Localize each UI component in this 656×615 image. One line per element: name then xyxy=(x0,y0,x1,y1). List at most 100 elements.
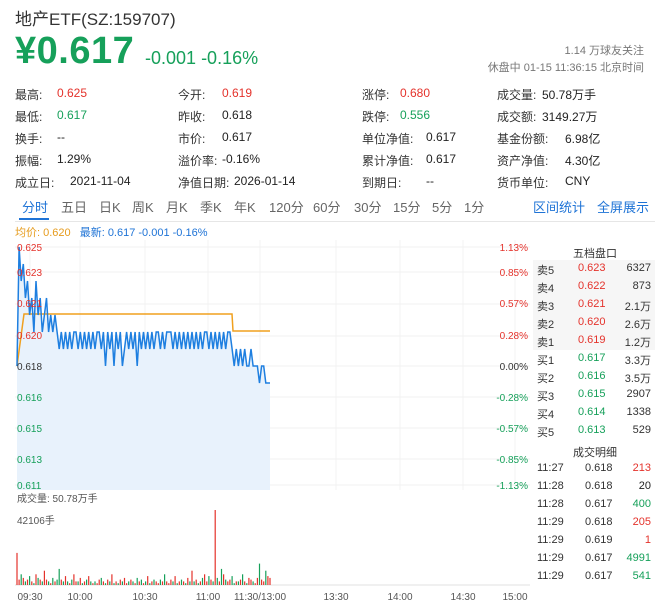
quote-value: 0.680 xyxy=(400,86,431,100)
order-level-label: 卖3 xyxy=(537,301,555,313)
trade-price: 0.618 xyxy=(585,480,613,492)
quote-value: 2021-11-04 xyxy=(70,174,131,188)
tab-period-12[interactable]: 1分 xyxy=(464,200,485,215)
order-book-row: 买3 0.615 2907 xyxy=(533,386,655,404)
quote-value: 50.78万手 xyxy=(542,88,597,102)
tab-period-10[interactable]: 15分 xyxy=(393,200,421,215)
order-level-volume: 873 xyxy=(632,280,651,292)
order-book-row: 卖5 0.623 6327 xyxy=(533,260,655,278)
pct-tick-label: -0.85% xyxy=(496,455,528,466)
quote-label: 单位净值: xyxy=(362,132,414,146)
range-stats-link[interactable]: 区间统计 xyxy=(533,200,586,215)
quote-value: -- xyxy=(426,174,434,188)
tab-period-4[interactable]: 月K xyxy=(166,200,188,215)
x-tick-label: 14:30 xyxy=(450,592,475,603)
order-level-label: 买3 xyxy=(537,391,555,403)
quote-value: 1.29% xyxy=(57,152,92,166)
market-status: 休盘中 01-15 11:36:15 北京时间 xyxy=(487,62,644,74)
tab-period-2[interactable]: 日K xyxy=(99,200,121,215)
trade-row: 11:29 0.617 4991 xyxy=(533,550,655,568)
trade-row: 11:28 0.617 400 xyxy=(533,496,655,514)
current-price: ¥0.617 xyxy=(15,30,135,72)
y-tick-label: 0.623 xyxy=(17,268,42,279)
quote-label: 振幅: xyxy=(15,154,43,168)
x-tick-label: 09:30 xyxy=(17,592,42,603)
quote-value: 0.617 xyxy=(222,130,253,144)
quote-label: 累计净值: xyxy=(362,154,414,168)
pct-tick-label: 0.85% xyxy=(500,268,528,279)
quote-value: 3149.27万 xyxy=(542,110,598,124)
quote-value: 4.30亿 xyxy=(565,154,601,168)
price-line xyxy=(16,246,270,384)
tab-period-5[interactable]: 季K xyxy=(200,200,222,215)
tab-intraday[interactable]: 分时 xyxy=(22,200,49,215)
trade-row: 11:29 0.619 1 xyxy=(533,532,655,550)
volume-label: 成交量: 50.78万手 xyxy=(17,492,98,505)
trade-volume: 20 xyxy=(638,480,651,492)
order-level-label: 买2 xyxy=(537,373,555,385)
order-level-price: 0.617 xyxy=(578,352,606,364)
pct-tick-label: 0.28% xyxy=(500,331,528,342)
trades-header: 成交明细 xyxy=(533,442,655,460)
trade-volume: 213 xyxy=(632,462,651,474)
order-book-row: 买5 0.613 529 xyxy=(533,422,655,440)
tab-period-8[interactable]: 60分 xyxy=(313,200,341,215)
avg-price-line xyxy=(16,313,270,367)
tab-period-1[interactable]: 五日 xyxy=(61,200,88,215)
quote-label: 跌停: xyxy=(362,110,390,124)
order-book-title: 五档盘口 xyxy=(573,248,617,260)
order-level-price: 0.614 xyxy=(578,406,606,418)
order-book-row: 买1 0.617 3.3万 xyxy=(533,350,655,368)
trade-row: 11:29 0.617 541 xyxy=(533,568,655,586)
quote-label: 成交额: xyxy=(497,110,537,124)
order-level-price: 0.623 xyxy=(578,262,606,274)
volume-max-label: 42106手 xyxy=(17,514,55,527)
pct-tick-label: 1.13% xyxy=(500,243,528,254)
trade-time: 11:29 xyxy=(537,570,564,582)
order-level-price: 0.620 xyxy=(578,316,606,328)
quote-value: 0.617 xyxy=(426,152,457,166)
follow-count[interactable]: 1.14 万球友关注 xyxy=(564,45,644,57)
quote-label: 昨收: xyxy=(178,110,206,124)
fullscreen-link[interactable]: 全屏展示 xyxy=(597,200,650,215)
quote-label: 涨停: xyxy=(362,88,390,102)
trade-volume: 205 xyxy=(632,516,651,528)
trade-volume: 541 xyxy=(632,570,651,582)
order-level-volume: 6327 xyxy=(626,262,651,274)
trade-time: 11:29 xyxy=(537,534,564,546)
quote-label: 最低: xyxy=(15,110,43,124)
change-value: -0.001 xyxy=(145,48,197,68)
trade-time: 11:28 xyxy=(537,498,564,510)
x-tick-label: 11:00 xyxy=(196,592,221,603)
quote-label: 资产净值: xyxy=(497,154,549,168)
quote-label: 市价: xyxy=(178,132,206,146)
order-book-row: 卖3 0.621 2.1万 xyxy=(533,296,655,314)
pct-tick-label: -1.13% xyxy=(496,481,528,492)
quote-label: 到期日: xyxy=(362,176,402,190)
quote-label: 货币单位: xyxy=(497,176,549,190)
order-level-price: 0.619 xyxy=(578,334,606,346)
quote-label: 成交量: xyxy=(497,88,537,102)
trade-volume: 1 xyxy=(644,534,651,546)
order-level-label: 买4 xyxy=(537,409,555,421)
trade-volume: 4991 xyxy=(626,552,651,564)
tabs-divider xyxy=(15,221,655,222)
trade-price: 0.617 xyxy=(585,570,613,582)
tab-period-11[interactable]: 5分 xyxy=(432,200,453,215)
order-level-volume: 2.6万 xyxy=(624,319,651,331)
trade-time: 11:27 xyxy=(537,462,564,474)
chart-area xyxy=(15,240,530,490)
chart-tabs: 分时 五日 日K 周K 月K 季K 年K 120分 60分 30分 15分 5分 1分 区间统计 全屏展示 xyxy=(15,196,655,222)
tab-period-6[interactable]: 年K xyxy=(234,200,256,215)
trade-row: 11:29 0.618 205 xyxy=(533,514,655,532)
trades-title: 成交明细 xyxy=(573,447,617,459)
tab-period-7[interactable]: 120分 xyxy=(269,200,304,215)
order-level-volume: 1338 xyxy=(626,406,651,418)
order-level-label: 卖1 xyxy=(537,337,555,349)
quote-value: 0.617 xyxy=(426,130,457,144)
order-level-volume: 3.5万 xyxy=(624,373,651,385)
quote-label: 最高: xyxy=(15,88,43,102)
order-book-row: 买2 0.616 3.5万 xyxy=(533,368,655,386)
tab-period-9[interactable]: 30分 xyxy=(354,200,382,215)
tab-period-3[interactable]: 周K xyxy=(132,200,154,215)
